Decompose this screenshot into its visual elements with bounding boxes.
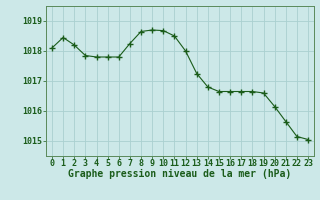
X-axis label: Graphe pression niveau de la mer (hPa): Graphe pression niveau de la mer (hPa) xyxy=(68,169,292,179)
